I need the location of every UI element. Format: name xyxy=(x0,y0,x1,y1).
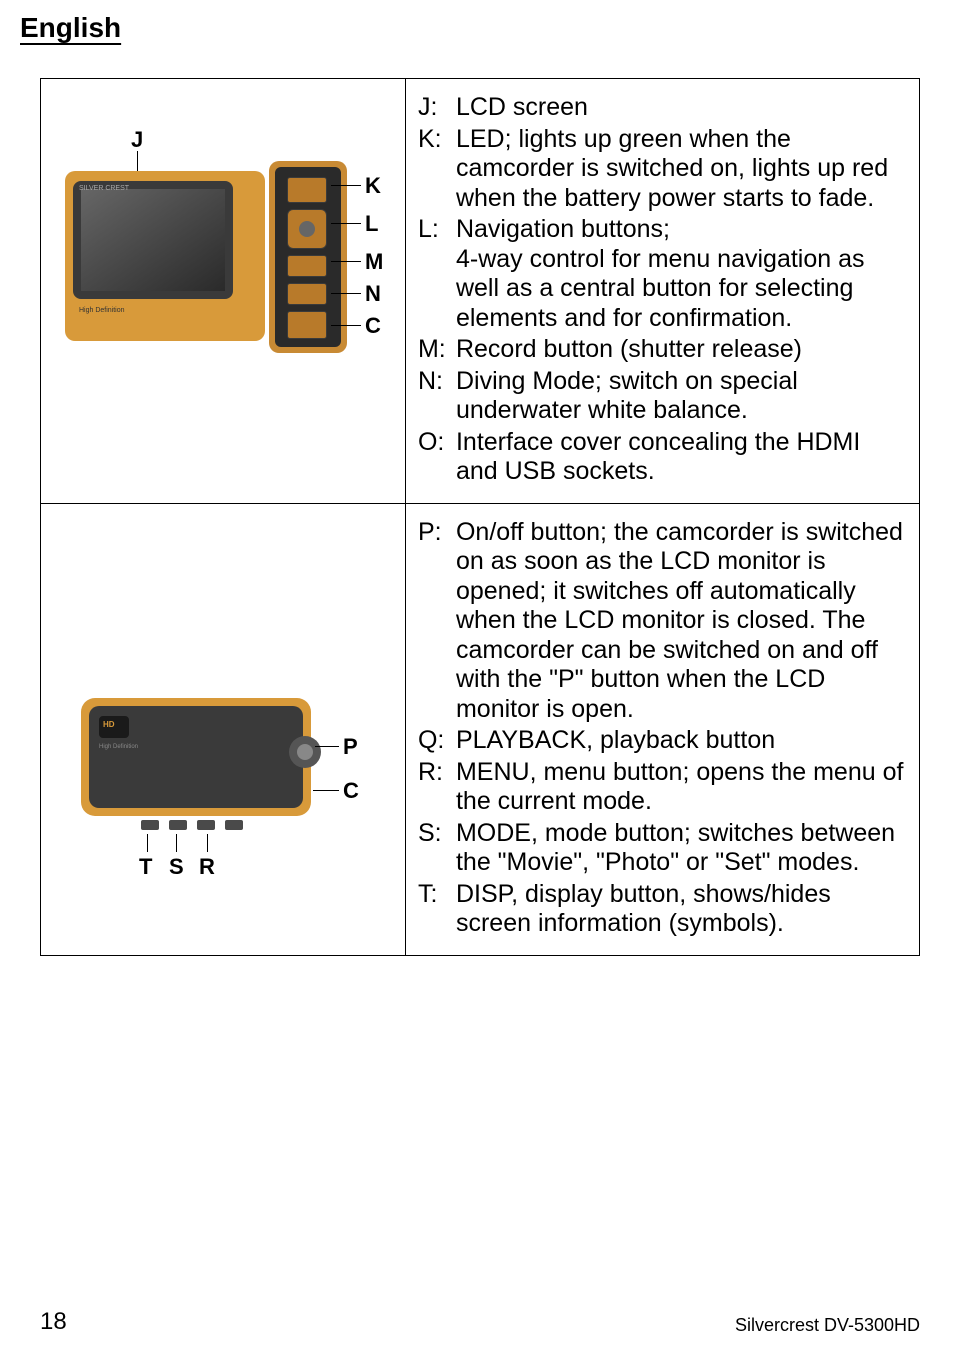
definition-list-2: P:On/off button; the camcorder is switch… xyxy=(418,518,907,941)
model-name: Silvercrest DV-5300HD xyxy=(735,1315,920,1336)
text-cell-1: J:LCD screen K:LED; lights up green when… xyxy=(405,79,919,504)
list-item: K:LED; lights up green when the camcorde… xyxy=(418,125,907,216)
brand-label: SILVER CREST xyxy=(79,185,129,192)
callout-s: S xyxy=(169,854,184,880)
item-key: N: xyxy=(418,367,456,428)
callout-c: C xyxy=(365,313,381,339)
page-footer: 18 Silvercrest DV-5300HD xyxy=(40,1308,920,1336)
callout-t: T xyxy=(139,854,152,880)
item-key: J: xyxy=(418,93,456,125)
item-key: R: xyxy=(418,758,456,819)
table-row: HD High Definition P C T S xyxy=(41,503,920,955)
callout-m: M xyxy=(365,249,383,275)
list-item: M:Record button (shutter release) xyxy=(418,335,907,367)
item-value: LED; lights up green when the camcorder … xyxy=(456,125,907,216)
item-value: DISP, display button, shows/hides screen… xyxy=(456,880,907,941)
item-key: S: xyxy=(418,819,456,880)
diagram-cell-1: J SILVER CREST High Definition xyxy=(41,79,406,504)
item-value: LCD screen xyxy=(456,93,907,125)
item-value: MODE, mode button; switches between the … xyxy=(456,819,907,880)
callout-c2: C xyxy=(343,778,359,804)
item-key: P: xyxy=(418,518,456,727)
item-key: K: xyxy=(418,125,456,216)
list-item: R:MENU, menu button; opens the menu of t… xyxy=(418,758,907,819)
list-item: N:Diving Mode; switch on special underwa… xyxy=(418,367,907,428)
list-item: T:DISP, display button, shows/hides scre… xyxy=(418,880,907,941)
list-item: P:On/off button; the camcorder is switch… xyxy=(418,518,907,727)
item-value: Diving Mode; switch on special underwate… xyxy=(456,367,907,428)
list-item: J:LCD screen xyxy=(418,93,907,125)
text-cell-2: P:On/off button; the camcorder is switch… xyxy=(405,503,919,955)
callout-p: P xyxy=(343,734,358,760)
callout-n: N xyxy=(365,281,381,307)
content-table: J SILVER CREST High Definition xyxy=(40,78,920,956)
item-value: PLAYBACK, playback button xyxy=(456,726,907,758)
diagram-cell-2: HD High Definition P C T S xyxy=(41,503,406,955)
hd-label: High Definition xyxy=(79,307,125,314)
callout-l: L xyxy=(365,211,378,237)
item-key: Q: xyxy=(418,726,456,758)
list-item: S:MODE, mode button; switches between th… xyxy=(418,819,907,880)
item-value: MENU, menu button; opens the menu of the… xyxy=(456,758,907,819)
list-item: O:Interface cover concealing the HDMI an… xyxy=(418,428,907,489)
list-item: L:Navigation buttons; 4-way control for … xyxy=(418,215,907,335)
item-key: M: xyxy=(418,335,456,367)
callout-j: J xyxy=(131,127,143,153)
callout-k: K xyxy=(365,173,381,199)
item-value: Record button (shutter release) xyxy=(456,335,907,367)
list-item: Q:PLAYBACK, playback button xyxy=(418,726,907,758)
item-value: Navigation buttons; 4-way control for me… xyxy=(456,215,907,335)
item-value: On/off button; the camcorder is switched… xyxy=(456,518,907,727)
item-key: L: xyxy=(418,215,456,335)
definition-list-1: J:LCD screen K:LED; lights up green when… xyxy=(418,93,907,489)
callout-r: R xyxy=(199,854,215,880)
table-row: J SILVER CREST High Definition xyxy=(41,79,920,504)
camcorder-diagram-top: HD High Definition P C T S xyxy=(81,698,371,908)
page-header: English xyxy=(20,12,121,44)
page-number: 18 xyxy=(40,1308,67,1336)
item-key: O: xyxy=(418,428,456,489)
camcorder-diagram-back: J SILVER CREST High Definition xyxy=(53,153,383,383)
item-value: Interface cover concealing the HDMI and … xyxy=(456,428,907,489)
item-key: T: xyxy=(418,880,456,941)
